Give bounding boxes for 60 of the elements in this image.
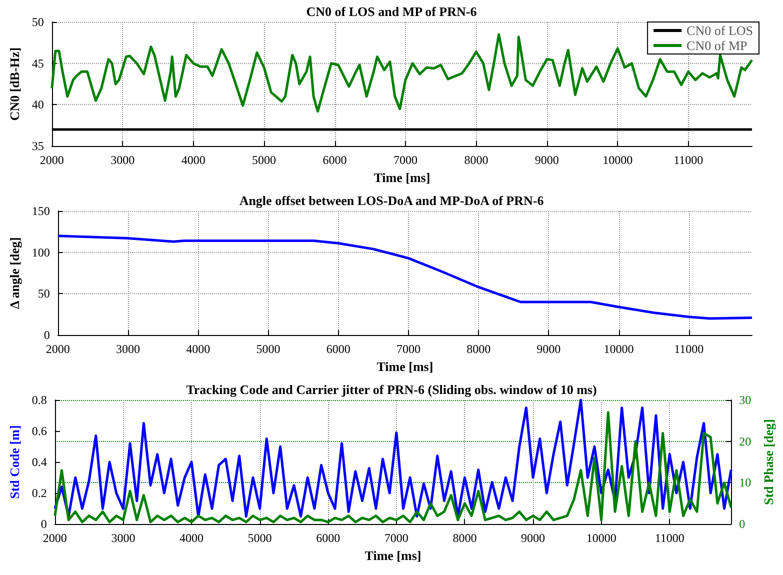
x-tick-label: 11000 — [654, 531, 684, 546]
x-tick-label: 4000 — [186, 342, 210, 356]
x-tick-label: 7000 — [396, 342, 420, 356]
chart-title: Tracking Code and Carrier jitter of PRN-6 (Sliding obs. window of 10 ms) — [186, 382, 597, 397]
x-tick-label: 8000 — [464, 153, 488, 168]
y-tick-label: 0 — [40, 517, 47, 532]
x-tick-label: 10000 — [602, 153, 633, 168]
x-tick-label: 9000 — [534, 153, 559, 168]
y-tick-label: 0.8 — [32, 393, 47, 407]
x-axis-title: Time [ms] — [374, 170, 430, 185]
x-tick-label: 3000 — [110, 153, 135, 168]
y-tick-label: 0.6 — [32, 424, 47, 438]
y2-tick-label: 0 — [739, 517, 746, 532]
y-axis-title: Std Code [m] — [7, 425, 22, 499]
y-tick-label: 50 — [38, 286, 50, 301]
x-tick-label: 5000 — [252, 153, 276, 168]
x-tick-label: 6000 — [326, 342, 350, 356]
x-tick-label: 5000 — [256, 342, 280, 356]
x-tick-label: 2000 — [46, 342, 70, 356]
x-tick-label: 4000 — [180, 531, 204, 546]
x-tick-label: 8000 — [452, 531, 477, 546]
x-tick-label: 8000 — [466, 342, 491, 356]
legend-label: CN0 of MP — [686, 38, 748, 53]
y2-axis-title: Std Phase [deg] — [761, 419, 776, 506]
x-tick-label: 7000 — [384, 531, 408, 546]
x-tick-label: 7000 — [393, 153, 418, 168]
y-tick-label: 100 — [32, 245, 50, 260]
line-series — [56, 234, 754, 320]
y-tick-label: 45 — [32, 56, 44, 70]
y-tick-label: 40 — [32, 98, 44, 112]
x-tick-label: 10000 — [604, 342, 634, 356]
y2-tick-label: 10 — [739, 476, 752, 490]
y-tick-label: 0 — [44, 328, 50, 342]
x-tick-label: 3000 — [116, 342, 140, 356]
x-tick-label: 11000 — [674, 342, 704, 356]
x-tick-label: 2000 — [42, 531, 67, 546]
chart-title: CN0 of LOS and MP of PRN-6 — [306, 4, 478, 19]
x-tick-label: 6000 — [322, 153, 347, 168]
y-axis-title: Δ angle [deg] — [7, 237, 22, 309]
x-axis-title: Time [ms] — [364, 548, 422, 563]
x-tick-label: 11000 — [674, 153, 704, 168]
y-tick-label: 150 — [32, 204, 50, 218]
y2-tick-label: 30 — [739, 393, 752, 407]
x-tick-label: 4000 — [181, 153, 206, 168]
x-tick-label: 5000 — [248, 531, 272, 546]
y-tick-label: 35 — [32, 139, 44, 154]
y-tick-label: 50 — [32, 15, 44, 29]
x-axis-title: Time [ms] — [376, 359, 434, 374]
x-tick-label: 9000 — [521, 531, 546, 546]
y-tick-label: 0.4 — [32, 455, 47, 470]
x-tick-label: 3000 — [111, 531, 136, 546]
legend-label: CN0 of LOS — [686, 23, 754, 38]
x-tick-label: 9000 — [536, 342, 561, 356]
y-tick-label: 0.2 — [32, 486, 47, 500]
x-tick-label: 6000 — [316, 531, 340, 546]
chart-title: Angle offset between LOS-DoA and MP-DoA of PRN-6 — [239, 193, 544, 208]
x-tick-label: 2000 — [40, 153, 64, 168]
y-axis-title: CN0 [dB-Hz] — [7, 47, 22, 121]
x-tick-label: 10000 — [586, 531, 616, 546]
y2-tick-label: 20 — [739, 434, 752, 448]
